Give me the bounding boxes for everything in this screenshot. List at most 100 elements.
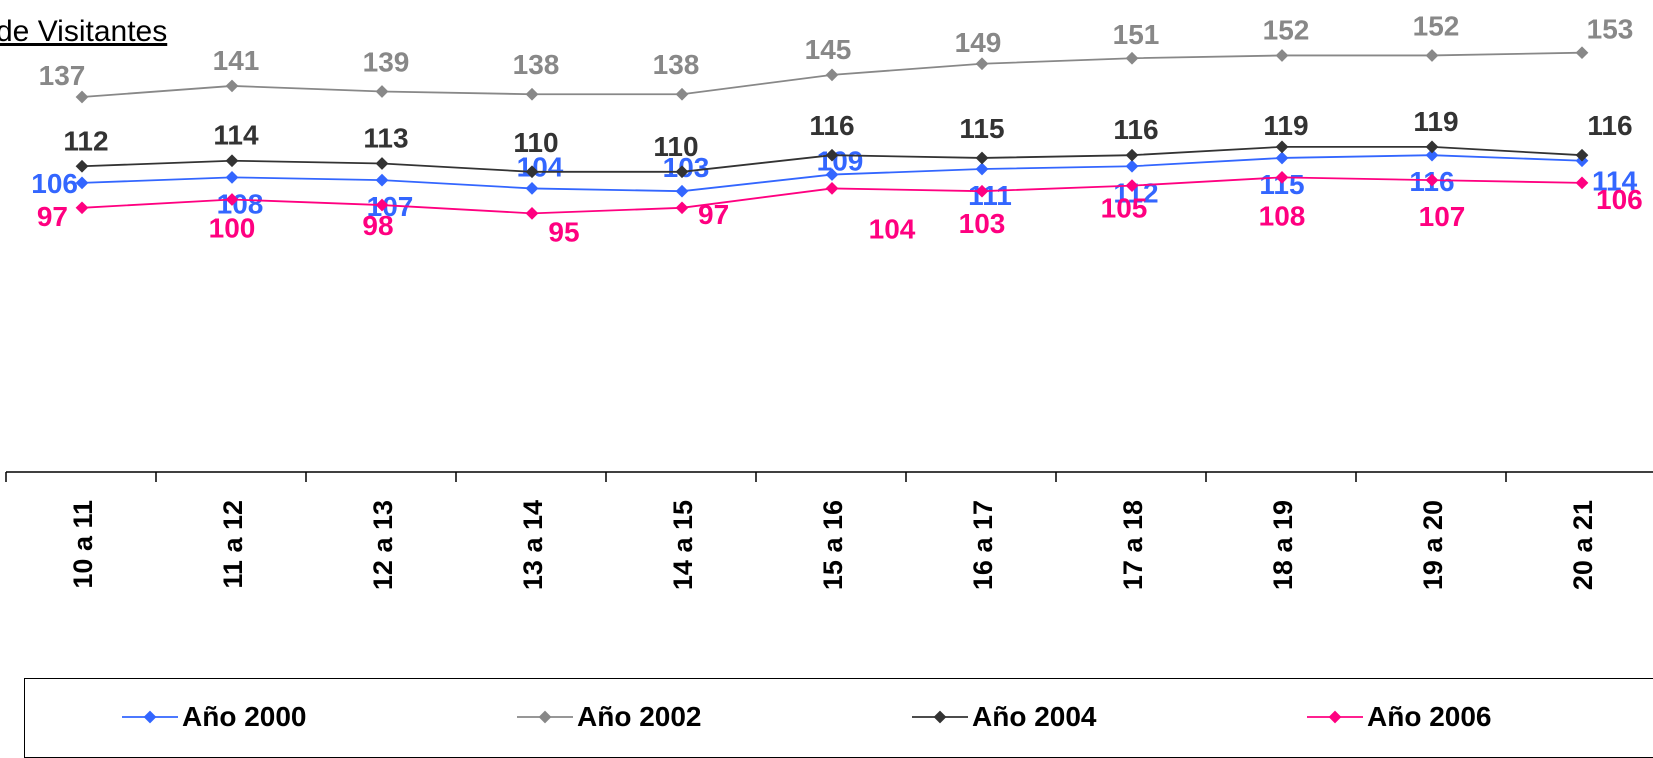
data-label: 145: [805, 34, 852, 65]
data-point: [225, 170, 239, 184]
legend-swatch-icon: [1307, 710, 1363, 724]
x-tick-label: 17 a 18: [1118, 500, 1148, 590]
legend-item: Año 2006: [1307, 700, 1492, 734]
data-point: [825, 68, 839, 82]
data-label: 113: [363, 122, 408, 153]
data-point: [1125, 148, 1139, 162]
legend: Año 2000 Año 2002 Año 2004 Año 2006: [24, 678, 1653, 758]
data-label: 108: [1259, 200, 1306, 231]
data-label: 95: [548, 216, 579, 247]
data-point: [75, 159, 89, 173]
data-point: [375, 157, 389, 170]
data-label: 97: [37, 201, 68, 232]
data-point: [1425, 140, 1439, 154]
data-point: [75, 90, 89, 104]
x-tick-label: 20 a 21: [1568, 500, 1598, 590]
data-label: 97: [698, 199, 729, 230]
data-label: 138: [653, 49, 700, 80]
data-point: [525, 206, 539, 220]
data-point: [1275, 49, 1289, 62]
data-label: 111: [968, 180, 1012, 211]
data-point: [675, 184, 689, 198]
data-label: 104: [517, 151, 564, 182]
data-point: [1575, 176, 1589, 190]
data-label: 152: [1263, 14, 1310, 45]
data-label: 138: [513, 49, 560, 80]
legend-swatch-icon: [912, 710, 968, 724]
data-label: 137: [39, 60, 86, 91]
legend-item: Año 2004: [912, 700, 1097, 734]
data-label: 114: [1592, 166, 1638, 197]
line-chart: 10 a 11 11 a 12 12 a 13 13 a 14 14 a 15 15 a …: [5, 10, 1653, 590]
data-label: 110: [513, 127, 558, 158]
legend-swatch-icon: [122, 710, 178, 724]
data-label: 103: [663, 152, 710, 183]
data-point: [1575, 46, 1589, 60]
x-tick-label: 16 a 17: [968, 500, 998, 590]
legend-swatch-icon: [517, 710, 573, 724]
data-point: [375, 85, 389, 98]
data-label: 106: [1596, 184, 1643, 215]
data-point: [225, 193, 239, 206]
data-point: [75, 176, 89, 190]
data-label: 116: [1587, 110, 1632, 141]
x-tick-label: 19 a 20: [1418, 500, 1448, 590]
data-point: [1425, 49, 1439, 62]
data-label: 151: [1113, 19, 1160, 50]
x-tick-label: 11 a 12: [218, 500, 248, 589]
data-point: [975, 162, 989, 176]
legend-label: Año 2004: [972, 701, 1097, 732]
data-label: 114: [213, 120, 259, 151]
data-point: [975, 57, 989, 71]
data-point: [225, 154, 239, 168]
data-point: [225, 79, 239, 93]
data-point: [975, 151, 989, 165]
data-point: [1125, 51, 1139, 65]
legend-label: Año 2000: [182, 701, 307, 732]
data-label: 112: [63, 125, 108, 156]
data-label: 112: [1113, 177, 1158, 208]
x-tick-label: 18 a 19: [1268, 500, 1298, 590]
legend-label: Año 2002: [577, 701, 702, 732]
data-label: 106: [31, 168, 78, 199]
legend-label: Año 2006: [1367, 701, 1492, 732]
data-label: 107: [1419, 201, 1466, 232]
legend-item: Año 2000: [122, 700, 307, 734]
data-label: 115: [959, 113, 1004, 144]
data-point: [75, 201, 89, 215]
data-label: 110: [653, 131, 698, 162]
x-tick-label: 15 a 16: [818, 500, 848, 590]
data-label: 149: [955, 27, 1002, 58]
legend-item: Año 2002: [517, 700, 702, 734]
data-label: 119: [1413, 106, 1458, 137]
data-point: [525, 87, 539, 101]
data-point: [675, 201, 689, 215]
data-point: [1125, 159, 1139, 173]
data-label: 116: [809, 110, 854, 141]
data-label: 152: [1413, 10, 1460, 41]
data-label: 109: [817, 146, 864, 177]
data-label: 116: [1113, 114, 1158, 145]
x-tick-label: 14 a 15: [668, 500, 698, 590]
data-point: [525, 182, 539, 195]
data-label: 141: [213, 45, 260, 76]
x-tick-label: 10 a 11: [68, 500, 98, 589]
data-label: 108: [217, 188, 264, 219]
data-label: 105: [1101, 193, 1148, 224]
data-label: 153: [1587, 14, 1634, 45]
data-point: [1275, 151, 1289, 165]
data-label: 104: [869, 213, 916, 244]
x-tick-label: 12 a 13: [368, 500, 398, 590]
data-point: [375, 173, 389, 187]
data-label: 98: [362, 210, 393, 241]
chart-title: de Visitantes: [0, 15, 168, 48]
data-label: 119: [1263, 110, 1308, 141]
data-label: 100: [209, 213, 256, 244]
data-point: [675, 87, 689, 101]
data-point: [825, 182, 839, 195]
data-point: [375, 198, 389, 212]
data-label: 103: [959, 208, 1006, 239]
data-label: 139: [363, 46, 410, 77]
data-point: [1275, 140, 1289, 154]
x-tick-label: 13 a 14: [518, 500, 548, 590]
